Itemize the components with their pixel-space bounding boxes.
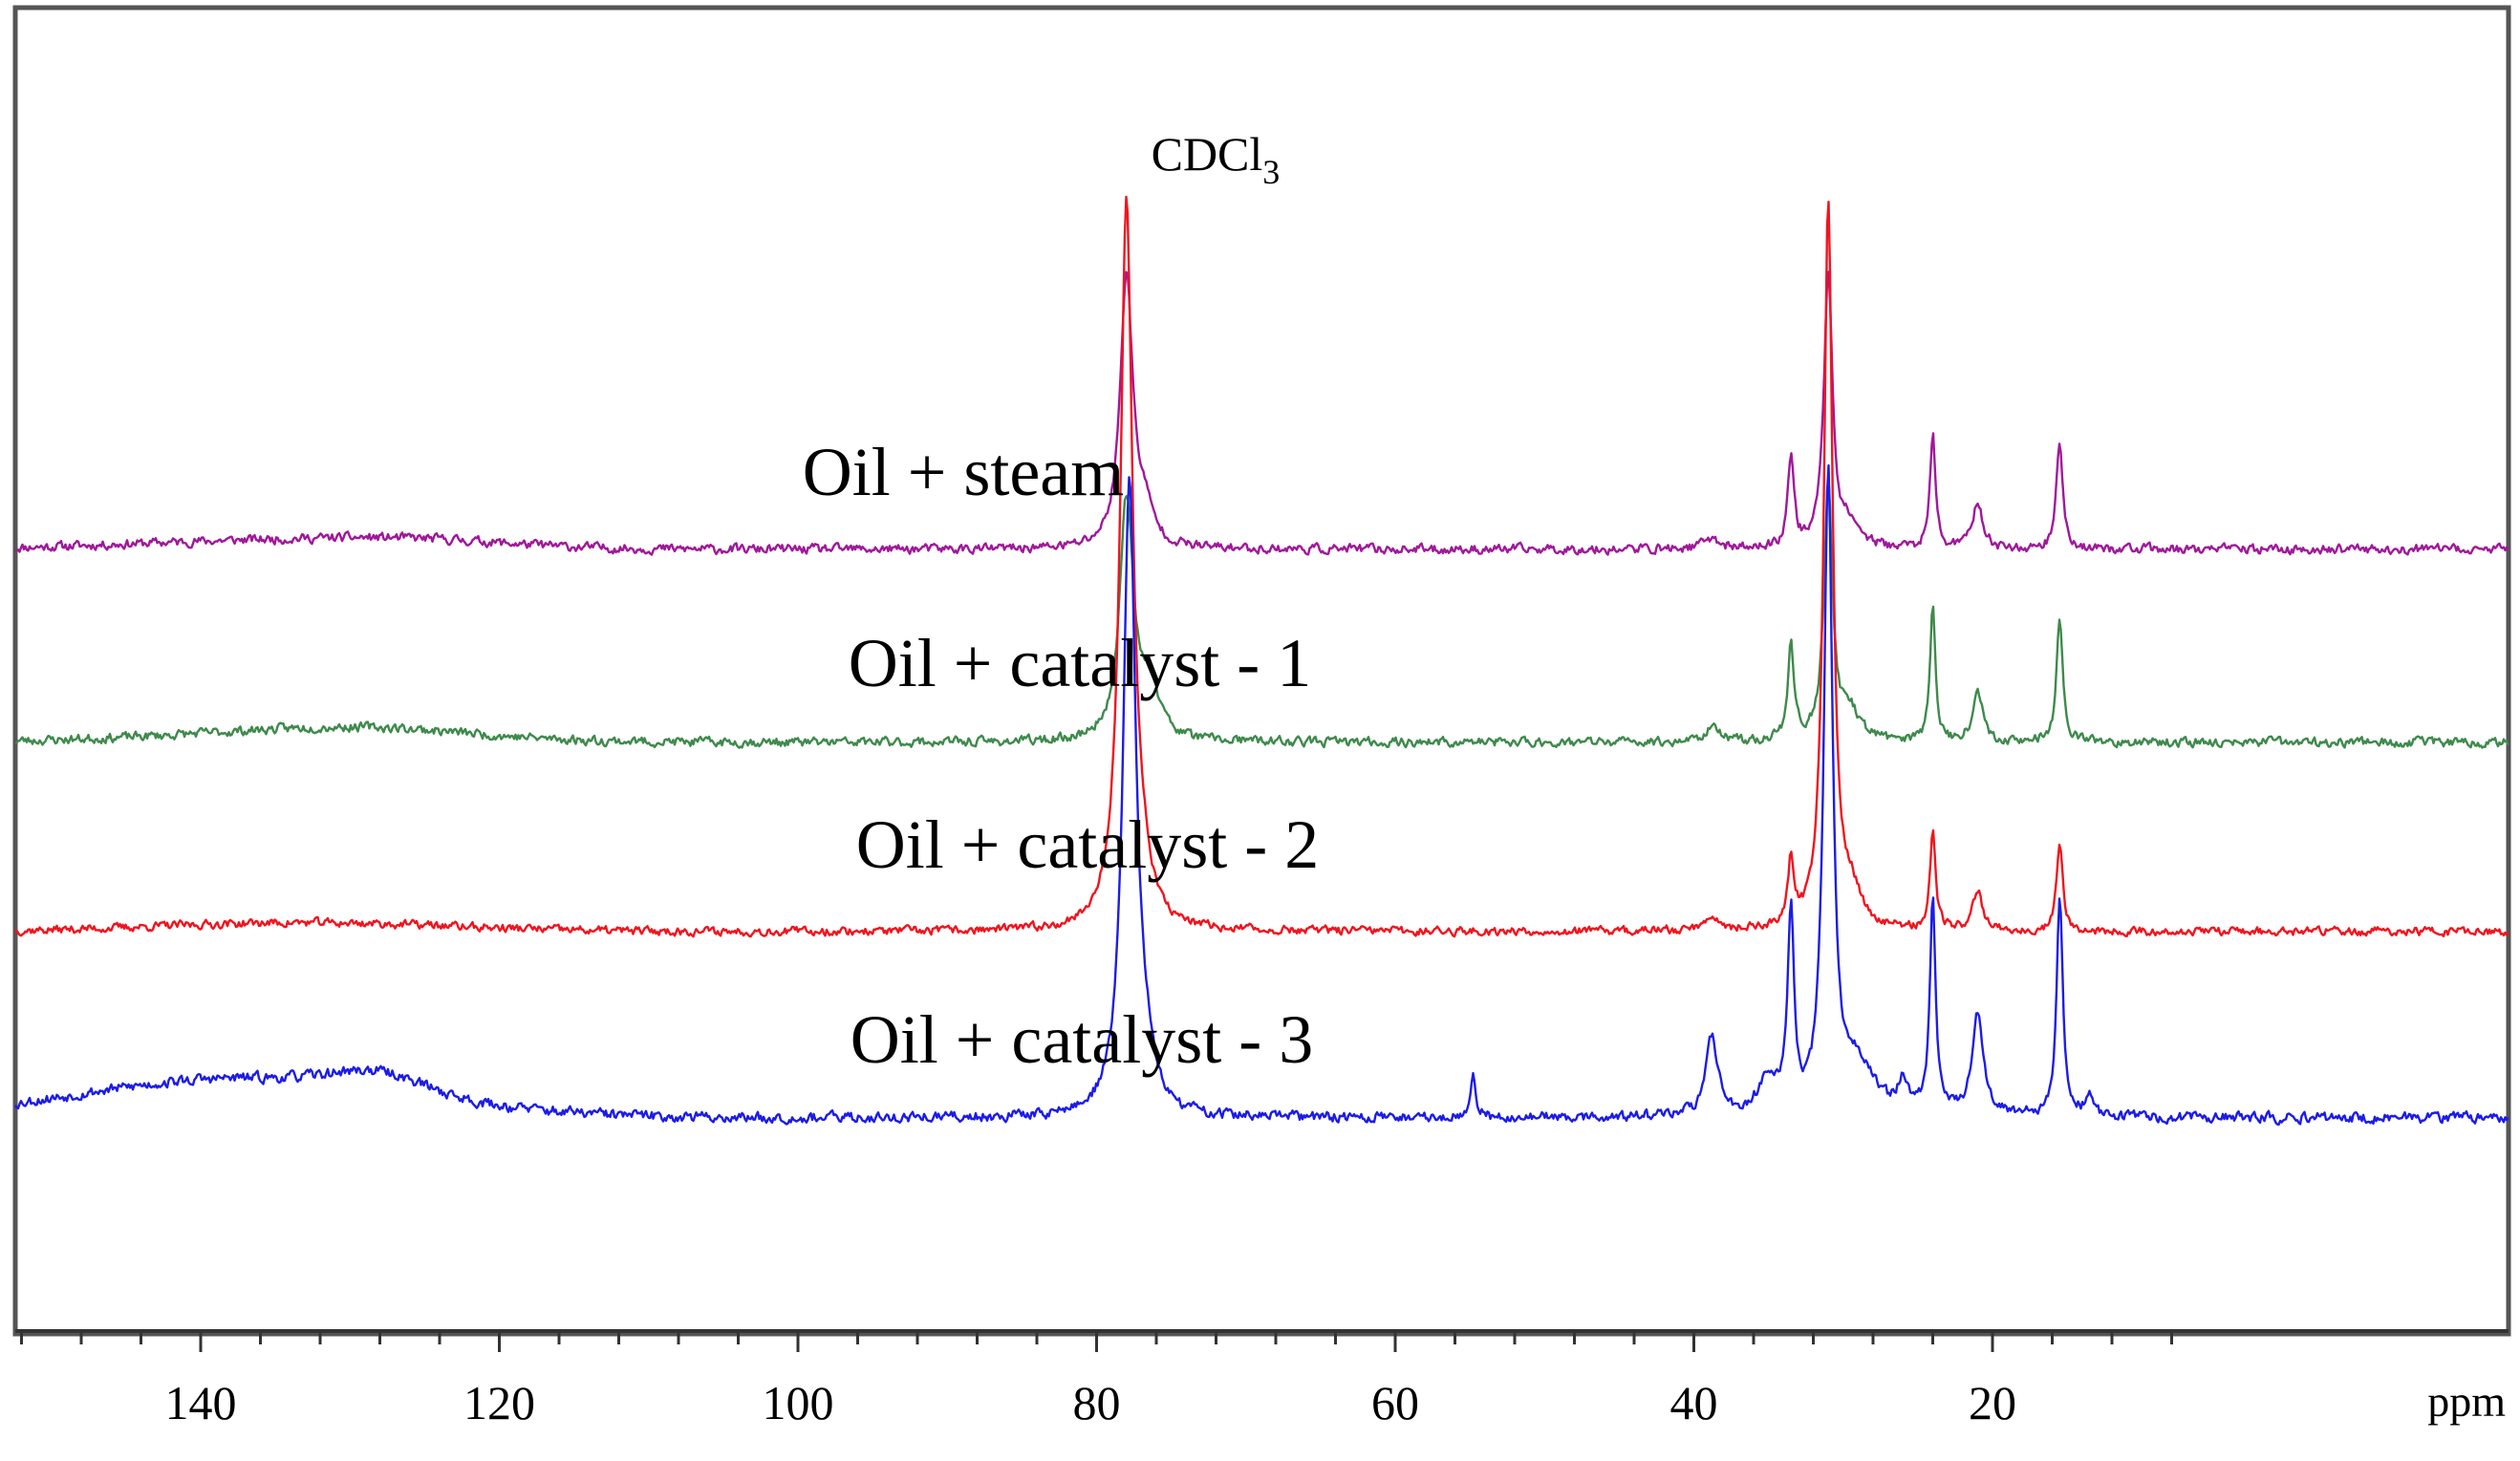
series-label-3: Oil + catalyst - 2 <box>856 806 1320 883</box>
tick-label: 100 <box>763 1376 834 1429</box>
series-layer <box>13 195 2509 1127</box>
tick-label: 120 <box>463 1376 535 1429</box>
series-label-4: Oil + catalyst - 3 <box>851 1001 1314 1078</box>
series-line-1 <box>14 270 2509 556</box>
x-axis-ticks: 16014012010080604020 <box>20 1331 2173 1429</box>
annotations: CDCl3 <box>1152 127 1281 191</box>
series-line-2 <box>14 478 2509 749</box>
tick-label: 40 <box>1670 1376 1718 1429</box>
x-axis: 16014012010080604020 ppm <box>15 1329 2509 1429</box>
series-line-3 <box>14 195 2509 938</box>
annotation-cdcl3: CDCl3 <box>1152 127 1281 191</box>
series-label-1: Oil + steam <box>803 434 1125 510</box>
series-label-2: Oil + catalyst - 1 <box>849 625 1312 701</box>
tick-label: 140 <box>165 1376 237 1429</box>
series-labels: Oil + steam Oil + catalyst - 1 Oil + catal… <box>803 434 1320 1078</box>
tick-label: 20 <box>1969 1376 2016 1429</box>
tick-label: 80 <box>1073 1376 1121 1429</box>
tick-label: 60 <box>1371 1376 1419 1429</box>
x-axis-unit-label: ppm <box>2427 1377 2506 1426</box>
series-line-4 <box>13 463 2509 1127</box>
